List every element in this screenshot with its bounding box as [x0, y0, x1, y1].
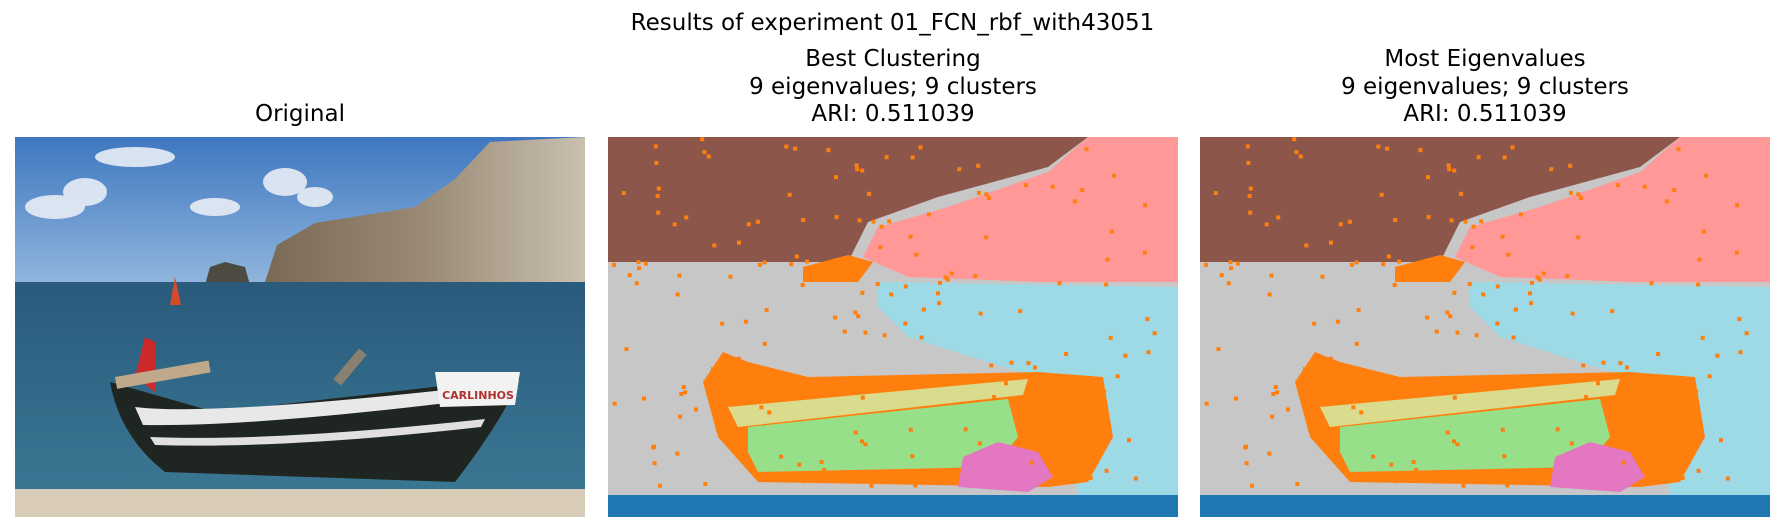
panel-title: Best Clustering 9 eigenvalues; 9 cluster… [608, 46, 1178, 129]
panel-title-line: Best Clustering [805, 46, 981, 72]
region-pink [1455, 137, 1770, 287]
region-noise [611, 137, 1157, 488]
region-sand [608, 495, 1178, 517]
panel-best-clustering: Best Clustering 9 eigenvalues; 9 cluster… [608, 0, 1178, 532]
region-rock [1395, 255, 1465, 282]
panel-title-line: Most Eigenvalues [1384, 46, 1586, 72]
clouds [25, 147, 333, 219]
panel-title-line: ARI: 0.511039 [811, 101, 975, 127]
panel-original: Original [15, 0, 585, 532]
sail [170, 277, 181, 305]
panel-most-eigenvalues: Most Eigenvalues 9 eigenvalues; 9 cluste… [1200, 0, 1770, 532]
boat-name-label: CARLINHOS [442, 389, 514, 402]
region-brown [608, 137, 1088, 262]
region-boat-stripe [728, 379, 1028, 427]
original-image: CARLINHOS [15, 137, 585, 517]
region-boat-shadow [958, 442, 1053, 492]
figure-suptitle: Results of experiment 01_FCN_rbf_with430… [630, 10, 1155, 36]
region-boat-shadow [1550, 442, 1645, 492]
rock [205, 262, 250, 285]
clustering-image [608, 137, 1178, 517]
panel-title: Most Eigenvalues 9 eigenvalues; 9 cluste… [1200, 46, 1770, 129]
region-rock [803, 255, 873, 282]
panel-title-line: 9 eigenvalues; 9 clusters [749, 73, 1037, 100]
region-noise [1203, 137, 1749, 488]
cliff [265, 137, 585, 302]
panel-title: Original [15, 101, 585, 129]
panel-title-line: Original [254, 101, 345, 127]
boat: CARLINHOS [110, 337, 520, 482]
region-sand [1200, 495, 1770, 517]
region-boat-hull [1340, 399, 1610, 472]
panel-title-line: 9 eigenvalues; 9 clusters [1341, 73, 1629, 100]
panel-title-line: ARI: 0.511039 [1403, 101, 1567, 127]
sand [15, 489, 585, 517]
region-boat-hull [748, 399, 1018, 472]
clustering-image [1200, 137, 1770, 517]
region-brown [1200, 137, 1680, 262]
region-pink [863, 137, 1178, 287]
region-boat-stripe [1320, 379, 1620, 427]
